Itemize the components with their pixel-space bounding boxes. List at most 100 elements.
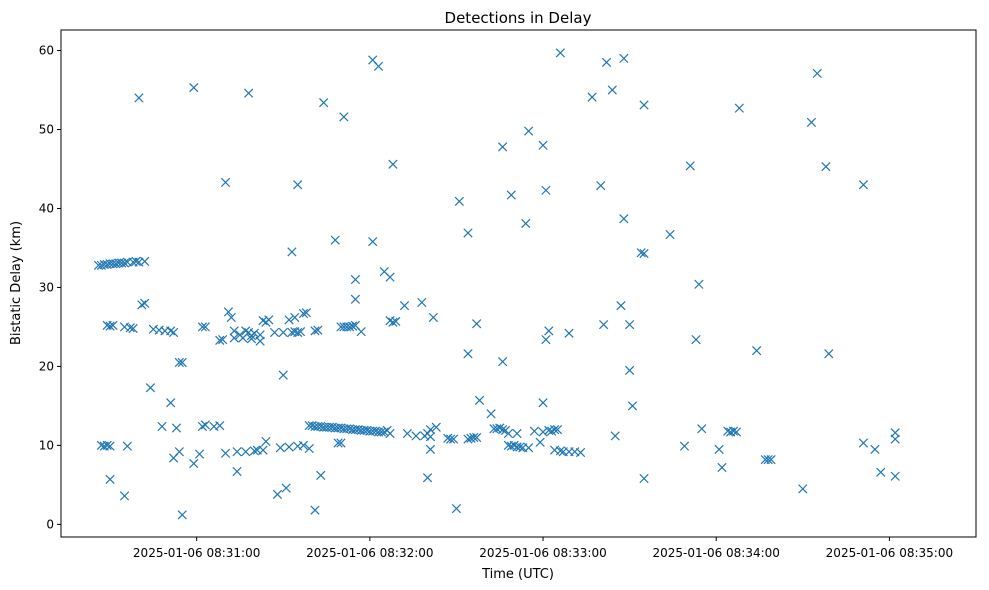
data-point [541,334,551,345]
data-point [555,446,565,456]
data-point [350,294,361,304]
data-point [128,323,138,334]
data-point [639,473,649,484]
data-point [812,68,822,79]
data-point [189,458,199,469]
data-point [304,443,314,454]
data-point [763,454,773,465]
data-point [388,317,398,327]
data-point [145,383,156,393]
data-point [616,300,626,311]
data-point [226,312,236,323]
data-point [261,436,271,447]
data-point [105,321,115,331]
data-point [215,335,225,345]
y-tick-label: 60 [39,44,54,58]
data-point [189,83,199,93]
x-tick-label: 2025-01-06 08:33:00 [479,546,606,560]
data-point [665,229,675,240]
data-point [218,334,228,345]
data-point [376,427,387,437]
data-point [157,421,167,432]
data-point [552,424,563,435]
data-point [858,438,869,448]
data-point [295,327,306,337]
data-point [269,327,280,338]
data-point [174,357,184,368]
data-point [824,349,834,359]
data-point [200,420,210,430]
data-point [229,333,239,343]
data-point [243,88,254,98]
y-axis-label: Bistatic Delay (km) [9,221,24,345]
data-point [356,327,366,337]
y-tick-label: 20 [39,359,54,373]
data-point [379,427,389,437]
data-point [523,443,534,453]
data-point [171,423,182,433]
data-point [200,322,210,332]
data-point [619,53,629,64]
data-point [463,349,473,359]
data-point [512,428,522,439]
data-point [575,447,586,458]
data-point [627,401,638,411]
data-point [694,279,704,289]
data-point [177,357,187,368]
data-point [275,443,285,453]
data-point [798,484,808,494]
data-point [197,322,208,332]
data-point [125,323,135,333]
data-point [402,428,412,439]
data-point [506,190,516,200]
data-point [310,505,320,515]
data-point [298,308,309,319]
data-point [284,442,294,452]
data-point [255,336,265,346]
data-point [174,447,184,457]
data-point [229,326,239,336]
data-point [425,444,436,454]
y-tick-label: 0 [46,517,54,531]
data-point [249,446,260,456]
data-point [137,300,147,310]
data-point [385,428,395,439]
data-point [194,449,205,459]
data-point [607,85,617,95]
y-tick-label: 40 [39,201,54,215]
data-point [734,103,744,113]
data-point [298,440,309,451]
data-point [463,434,473,444]
data-point [549,424,560,435]
data-point [636,248,646,258]
data-point [399,300,410,311]
data-point [639,100,649,110]
plot-frame [60,29,977,538]
data-point [428,312,438,323]
data-point [523,126,534,136]
data-point [821,161,831,172]
data-point [890,471,900,481]
data-point [350,274,361,285]
data-point [625,365,635,375]
x-tick-label: 2025-01-06 08:32:00 [306,546,433,560]
data-point [619,214,629,224]
data-point [316,470,326,481]
data-point [339,112,349,122]
data-point [498,424,508,435]
data-point [105,441,115,451]
data-point [278,370,288,380]
data-point [417,297,427,308]
data-point [521,218,531,229]
x-tick-label: 2025-01-06 08:34:00 [652,546,779,560]
data-point [287,247,297,257]
data-point [388,159,398,169]
data-point [639,248,649,259]
data-point [345,322,355,332]
data-point [486,409,496,419]
data-point [241,326,251,336]
data-point [474,395,485,406]
x-axis-label: Time (UTC) [481,567,554,582]
data-point [498,357,508,367]
data-point [587,92,597,102]
